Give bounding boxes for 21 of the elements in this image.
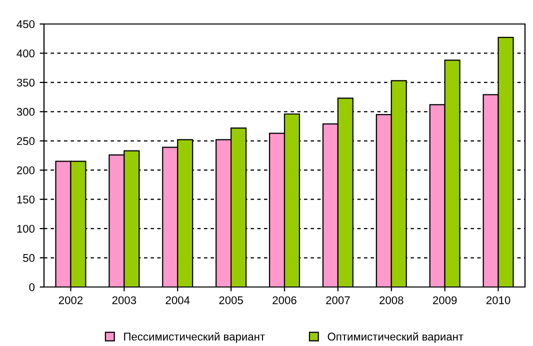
y-tick-label: 150 <box>17 196 35 204</box>
x-tick-label: 2005 <box>219 296 243 304</box>
y-tick-label: 0 <box>29 283 35 292</box>
x-tick-label: 2009 <box>433 296 457 304</box>
x-tick-label: 2008 <box>380 296 404 304</box>
x-tick-label: 2004 <box>166 296 190 304</box>
x-tick-label: 2007 <box>326 296 350 304</box>
y-tick-label: 350 <box>16 78 35 87</box>
y-tick-label: 200 <box>16 166 35 174</box>
legend-label: Пессимистический вариант <box>124 332 265 343</box>
x-tick-label: 2006 <box>272 296 296 304</box>
x-tick-label: 2002 <box>58 296 83 304</box>
y-tick-label: 300 <box>16 108 35 116</box>
y-tick-label: 250 <box>16 137 35 146</box>
y-tick-label: 100 <box>17 224 35 233</box>
y-tick-label: 400 <box>16 49 35 58</box>
y-tick-label: 450 <box>16 20 35 28</box>
x-tick-label: 2003 <box>112 296 136 304</box>
x-tick-label: 2010 <box>486 296 510 304</box>
legend-label: Оптимистический вариант <box>328 332 464 343</box>
y-tick-label: 50 <box>23 254 35 262</box>
